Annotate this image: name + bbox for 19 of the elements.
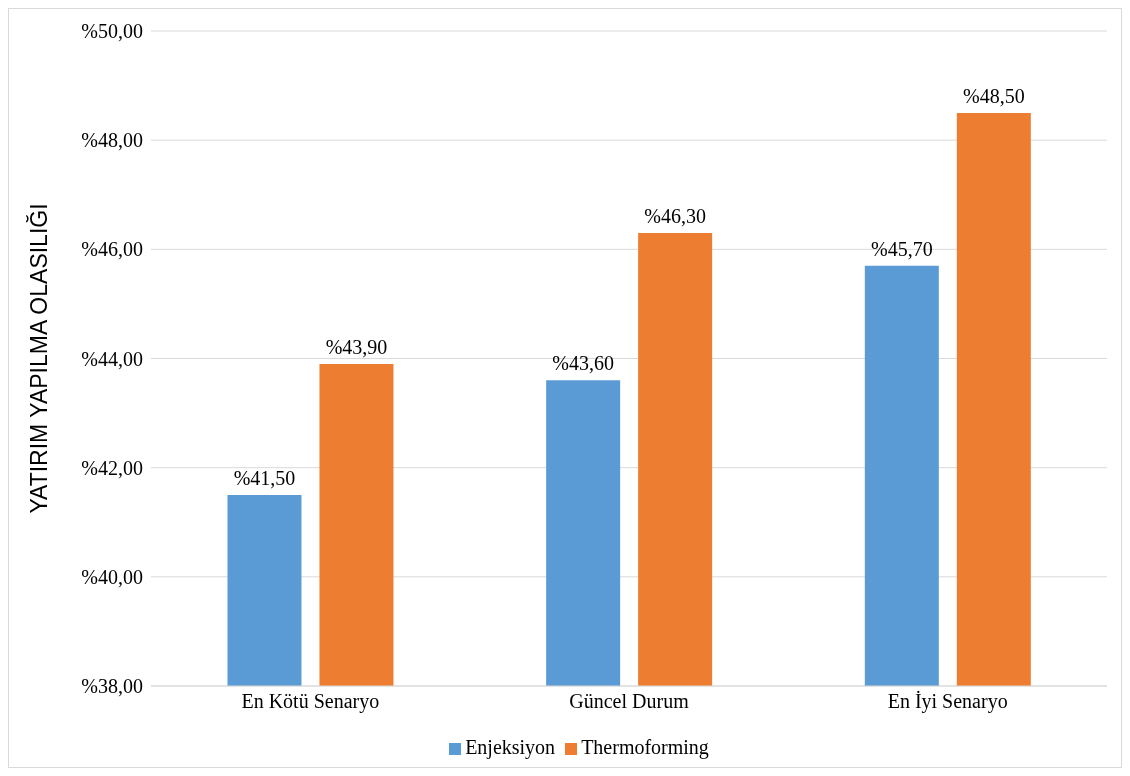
y-tick-label: %48,00 — [81, 129, 143, 152]
data-label: %43,60 — [552, 352, 614, 375]
x-tick-label: Güncel Durum — [569, 690, 690, 713]
y-tick-label: %46,00 — [81, 238, 143, 261]
y-tick-label: %50,00 — [81, 20, 143, 43]
data-label: %48,50 — [962, 84, 1025, 107]
y-tick-label: %38,00 — [81, 675, 143, 698]
y-tick-label: %44,00 — [81, 347, 143, 370]
y-axis-title: YATIRIM YAPILMA OLASILIĞI — [26, 203, 53, 514]
y-tick-label: %40,00 — [81, 565, 143, 588]
data-label: %45,70 — [870, 237, 933, 260]
y-tick-label: %42,00 — [81, 456, 143, 479]
legend-label: Thermoforming — [581, 736, 709, 758]
data-label: %43,90 — [325, 335, 388, 358]
data-label: %41,50 — [233, 466, 296, 489]
legend-label: Enjeksiyon — [465, 736, 556, 758]
x-tick-label: En İyi Senaryo — [887, 690, 1008, 714]
x-tick-label: En Kötü Senaryo — [241, 690, 380, 714]
data-label: %46,30 — [644, 204, 706, 227]
